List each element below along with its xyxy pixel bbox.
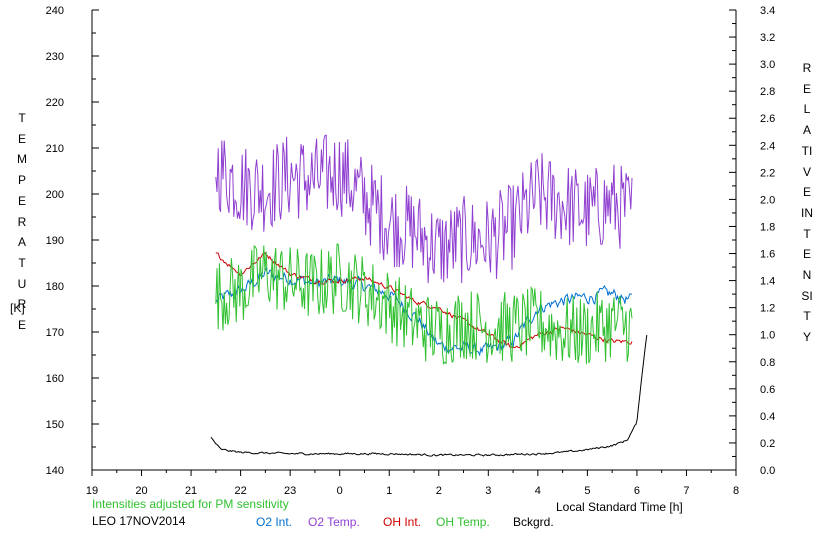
right-tick-label: 2.0 <box>760 194 775 206</box>
series-line-o2-temp <box>215 134 633 284</box>
left-tick-label: 240 <box>46 5 64 17</box>
x-tick-label: 6 <box>634 485 640 497</box>
right-tick-label: 1.8 <box>760 221 775 233</box>
right-tick-label: 3.4 <box>760 5 775 17</box>
x-tick-label: 4 <box>535 485 541 497</box>
x-tick-label: 20 <box>135 485 147 497</box>
x-tick-label: 5 <box>584 485 590 497</box>
right-tick-label: 1.6 <box>760 249 775 261</box>
left-tick-label: 230 <box>46 51 64 63</box>
x-tick-label: 3 <box>485 485 491 497</box>
series-line-o2-int <box>215 267 633 357</box>
right-tick-label: 3.0 <box>760 59 775 71</box>
x-tick-label: 8 <box>733 485 739 497</box>
station-date: LEO 17NOV2014 <box>92 514 186 528</box>
right-tick-label: 0.6 <box>760 384 775 396</box>
legend-bckgrd: Bckgrd. <box>513 515 554 529</box>
x-tick-label: 7 <box>683 485 689 497</box>
left-tick-label: 140 <box>46 465 64 477</box>
legend-oh-int: OH Int. <box>383 515 422 529</box>
right-tick-label: 1.4 <box>760 276 775 288</box>
series-line-bckgrd <box>210 335 648 457</box>
right-tick-label: 2.6 <box>760 113 775 125</box>
right-tick-label: 0.2 <box>760 438 775 450</box>
series-line-oh-temp <box>215 243 633 365</box>
x-tick-label: 2 <box>436 485 442 497</box>
sensitivity-note: Intensities adjusted for PM sensitivity <box>92 497 289 511</box>
left-axis-label: TEMPERATURE <box>17 111 27 333</box>
x-tick-label: 0 <box>337 485 343 497</box>
x-tick-label: 21 <box>185 485 197 497</box>
series-line-oh-int <box>215 252 633 349</box>
legend-o2-temp: O2 Temp. <box>308 515 360 529</box>
right-tick-label: 2.4 <box>760 140 775 152</box>
legend-o2-int: O2 Int. <box>256 515 293 529</box>
left-tick-label: 170 <box>46 327 64 339</box>
right-tick-label: 1.2 <box>760 303 775 315</box>
right-tick-label: 0.0 <box>760 465 775 477</box>
left-tick-label: 190 <box>46 235 64 247</box>
right-axis-label: RELATIVE INTENSITY <box>801 61 813 345</box>
right-tick-label: 3.2 <box>760 32 775 44</box>
left-axis-unit: [K] <box>10 301 25 315</box>
left-tick-label: 160 <box>46 373 64 385</box>
right-tick-label: 0.4 <box>760 411 775 423</box>
left-tick-label: 180 <box>46 281 64 293</box>
x-tick-label: 19 <box>86 485 98 497</box>
right-tick-label: 2.2 <box>760 167 775 179</box>
left-tick-label: 200 <box>46 189 64 201</box>
right-tick-label: 1.0 <box>760 330 775 342</box>
left-tick-label: 210 <box>46 143 64 155</box>
x-tick-label: 22 <box>234 485 246 497</box>
right-tick-label: 2.8 <box>760 86 775 98</box>
left-tick-label: 220 <box>46 97 64 109</box>
legend-oh-temp: OH Temp. <box>436 515 490 529</box>
x-tick-label: 1 <box>386 485 392 497</box>
x-tick-label: 23 <box>284 485 296 497</box>
left-tick-label: 150 <box>46 419 64 431</box>
x-axis-title: Local Standard Time [h] <box>556 500 683 514</box>
right-tick-label: 0.8 <box>760 357 775 369</box>
